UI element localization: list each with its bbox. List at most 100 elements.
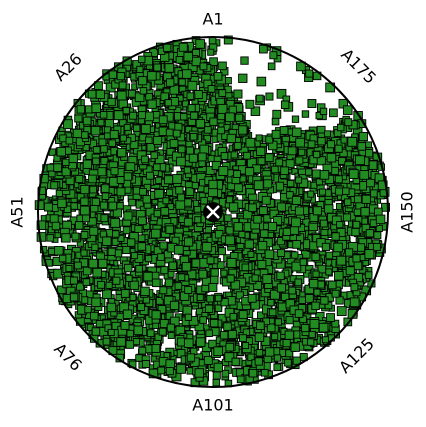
points-layer [34,35,390,388]
center-x-marker [203,202,223,222]
scatter-point [120,289,130,298]
scatter-point [325,268,333,276]
scatter-point [92,157,100,166]
scatter-point [70,276,78,285]
scatter-point [220,269,228,277]
scatter-point [197,152,207,162]
scatter-point [119,134,127,142]
scatter-point [54,246,64,256]
scatter-point [68,153,78,164]
scatter-point [290,342,300,352]
scatter-point [296,61,306,72]
scatter-point [295,176,303,184]
scatter-point [329,108,338,118]
scatter-point [141,360,150,369]
scatter-point [137,234,146,242]
scatter-point [112,276,121,285]
scatter-point [159,319,169,329]
scatter-point [334,175,343,184]
scatter-point [107,247,116,256]
scatter-point [325,251,334,260]
scatter-point [154,333,162,341]
scatter-point [272,216,283,226]
scatter-point [98,138,107,147]
scatter-point [311,252,320,261]
scatter-point [137,216,147,226]
scatter-point [102,337,111,346]
scatter-point [80,205,90,216]
scatter-point [175,56,184,64]
scatter-point [164,175,174,185]
scatter-point [91,103,101,113]
scatter-point [116,72,125,81]
scatter-point [282,227,291,236]
scatter-point [291,251,299,259]
scatter-point [350,283,359,292]
scatter-point [218,247,227,256]
scatter-point [80,249,88,257]
scatter-point [266,323,276,333]
scatter-point [174,282,183,290]
scatter-point [298,148,306,156]
scatter-point [216,261,225,270]
scatter-point [191,56,201,67]
scatter-point [281,292,290,302]
scatter-point [267,221,278,232]
angular-label-a26: A26 [50,49,86,85]
scatter-point [82,116,92,126]
scatter-point [184,313,192,321]
angular-label-a51: A51 [8,196,27,227]
scatter-point [331,319,340,328]
scatter-point [324,130,331,138]
scatter-point [316,238,326,248]
scatter-point [276,237,285,246]
scatter-point [309,279,319,289]
scatter-point [264,249,275,260]
scatter-point [146,329,155,338]
scatter-point [372,242,381,251]
scatter-point [108,139,116,147]
scatter-point [159,286,168,295]
scatter-point [109,129,119,139]
scatter-point [271,129,281,139]
scatter-point [82,159,93,169]
scatter-point [74,221,84,230]
scatter-point [326,313,335,322]
scatter-point [347,136,358,147]
scatter-point [263,179,273,189]
scatter-point [274,318,283,326]
scatter-point [349,297,360,308]
scatter-point [233,222,243,232]
scatter-point [236,375,245,384]
scatter-point [356,243,366,252]
scatter-point [163,43,172,52]
scatter-point [166,323,175,332]
scatter-point [137,111,146,120]
scatter-point [92,146,101,154]
scatter-point [185,125,193,134]
scatter-point [142,195,151,204]
scatter-point [181,262,192,272]
scatter-point [114,249,123,258]
scatter-point [185,187,195,196]
scatter-point [307,190,315,198]
scatter-point [139,87,148,95]
scatter-point [218,61,227,71]
scatter-point [65,264,73,272]
scatter-point [164,278,174,287]
scatter-point [240,56,249,65]
scatter-point [101,192,110,200]
scatter-point [353,273,364,283]
scatter-point [152,278,161,288]
scatter-point [262,274,273,284]
scatter-point [294,309,304,318]
scatter-point [118,81,127,90]
scatter-point [255,134,263,142]
scatter-point [313,150,321,159]
scatter-point [318,322,329,333]
scatter-point [108,70,118,79]
scatter-point [241,263,250,272]
angular-label-a101: A101 [192,396,233,415]
scatter-point [357,142,366,151]
scatter-point [248,368,258,378]
